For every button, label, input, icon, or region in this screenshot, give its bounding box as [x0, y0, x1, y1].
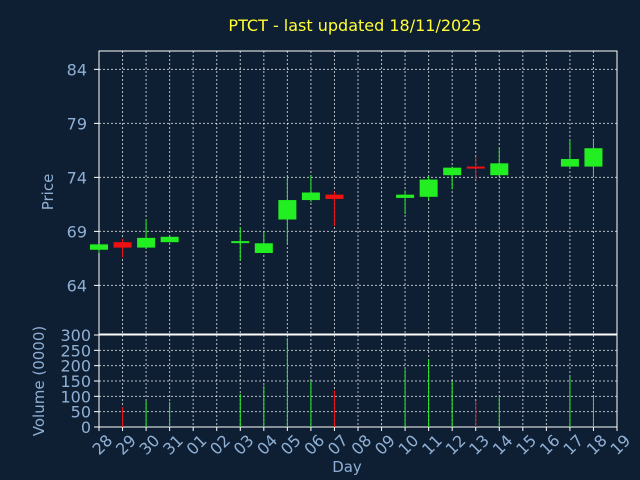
- price-panel: 84 79 74 69 64: [67, 50, 618, 335]
- candle-body: [560, 159, 579, 167]
- price-tick-label: 69: [67, 222, 87, 241]
- candle-body: [301, 192, 320, 201]
- chart-title: PTCT - last updated 18/11/2025: [228, 16, 481, 35]
- candle-body: [466, 166, 485, 169]
- candle-body: [443, 167, 462, 176]
- x-axis-label: Day: [332, 458, 362, 476]
- candle-body: [419, 179, 438, 197]
- price-tick-label: 64: [67, 276, 87, 295]
- volume-panel: 3002502001501005002829303101020304050607…: [60, 326, 634, 459]
- volume-tick-label: 0: [81, 418, 91, 437]
- volume-tick-label: 100: [60, 387, 91, 406]
- price-tick-label: 79: [67, 114, 87, 133]
- price-tick-label: 74: [67, 168, 87, 187]
- candle-body: [137, 237, 156, 248]
- candle-body: [90, 244, 108, 250]
- x-tick-label: 19: [606, 431, 634, 459]
- candle-body: [325, 194, 344, 199]
- price-axis-label: Price: [39, 174, 57, 211]
- candle-body: [584, 148, 603, 167]
- volume-tick-label: 150: [60, 372, 91, 391]
- volume-axis-label: Volume (0000): [30, 326, 48, 436]
- candle-body: [160, 236, 179, 243]
- volume-tick-label: 200: [60, 357, 91, 376]
- candle-body: [231, 241, 250, 244]
- candle-body: [490, 163, 509, 176]
- price-tick-label: 84: [67, 60, 87, 79]
- volume-tick-label: 50: [71, 403, 91, 422]
- candle-body: [113, 242, 132, 248]
- candle-body: [254, 243, 273, 253]
- volume-tick-label: 250: [60, 341, 91, 360]
- volume-tick-label: 300: [60, 326, 91, 345]
- candle-body: [396, 194, 415, 198]
- candle-body: [278, 200, 297, 220]
